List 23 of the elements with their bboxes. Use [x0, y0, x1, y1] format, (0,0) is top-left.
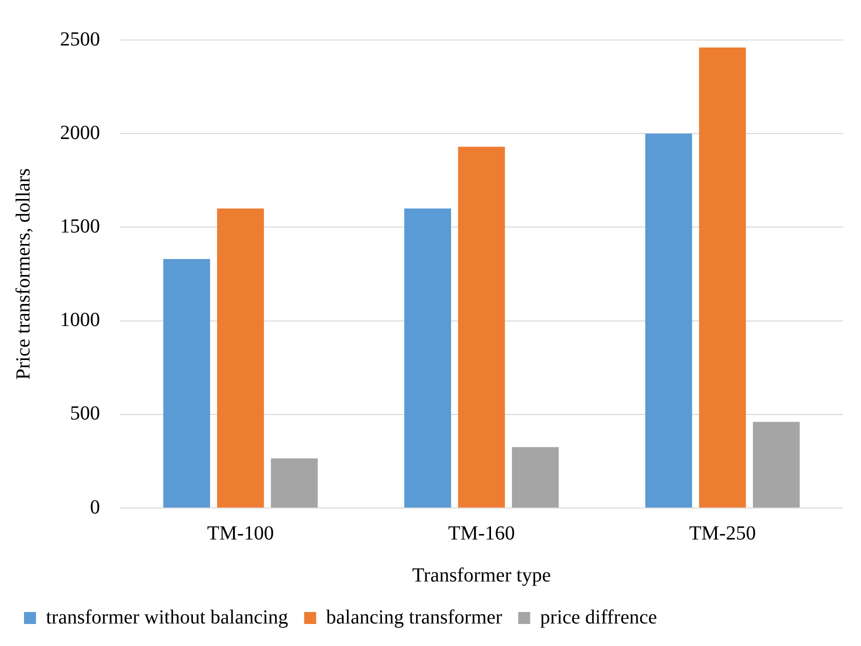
bar — [404, 208, 452, 508]
y-tick-label: 2000 — [60, 122, 100, 144]
y-tick-label: 1500 — [60, 215, 100, 238]
legend-label: transformer without balancing — [46, 606, 288, 628]
y-tick-label: 1000 — [60, 309, 100, 332]
y-tick-label: 0 — [90, 496, 100, 518]
bar — [458, 146, 505, 508]
bar — [270, 458, 318, 508]
y-axis-title: Price transformers, dollars — [12, 168, 34, 380]
bar — [163, 259, 210, 508]
x-tick-label: TM-100 — [207, 522, 274, 544]
legend-label: price diffrence — [540, 606, 658, 628]
bar — [752, 422, 800, 508]
y-tick-label: 2500 — [60, 28, 100, 50]
x-tick-label: TM-160 — [448, 522, 515, 544]
bar — [699, 47, 746, 508]
x-tick-label: TM-250 — [689, 522, 756, 544]
bar — [217, 208, 264, 508]
bar — [645, 134, 692, 508]
y-tick-label: 500 — [70, 402, 100, 425]
x-axis-title: Transformer type — [412, 564, 551, 586]
legend-label: balancing transformer — [326, 606, 503, 628]
bar — [512, 447, 559, 508]
